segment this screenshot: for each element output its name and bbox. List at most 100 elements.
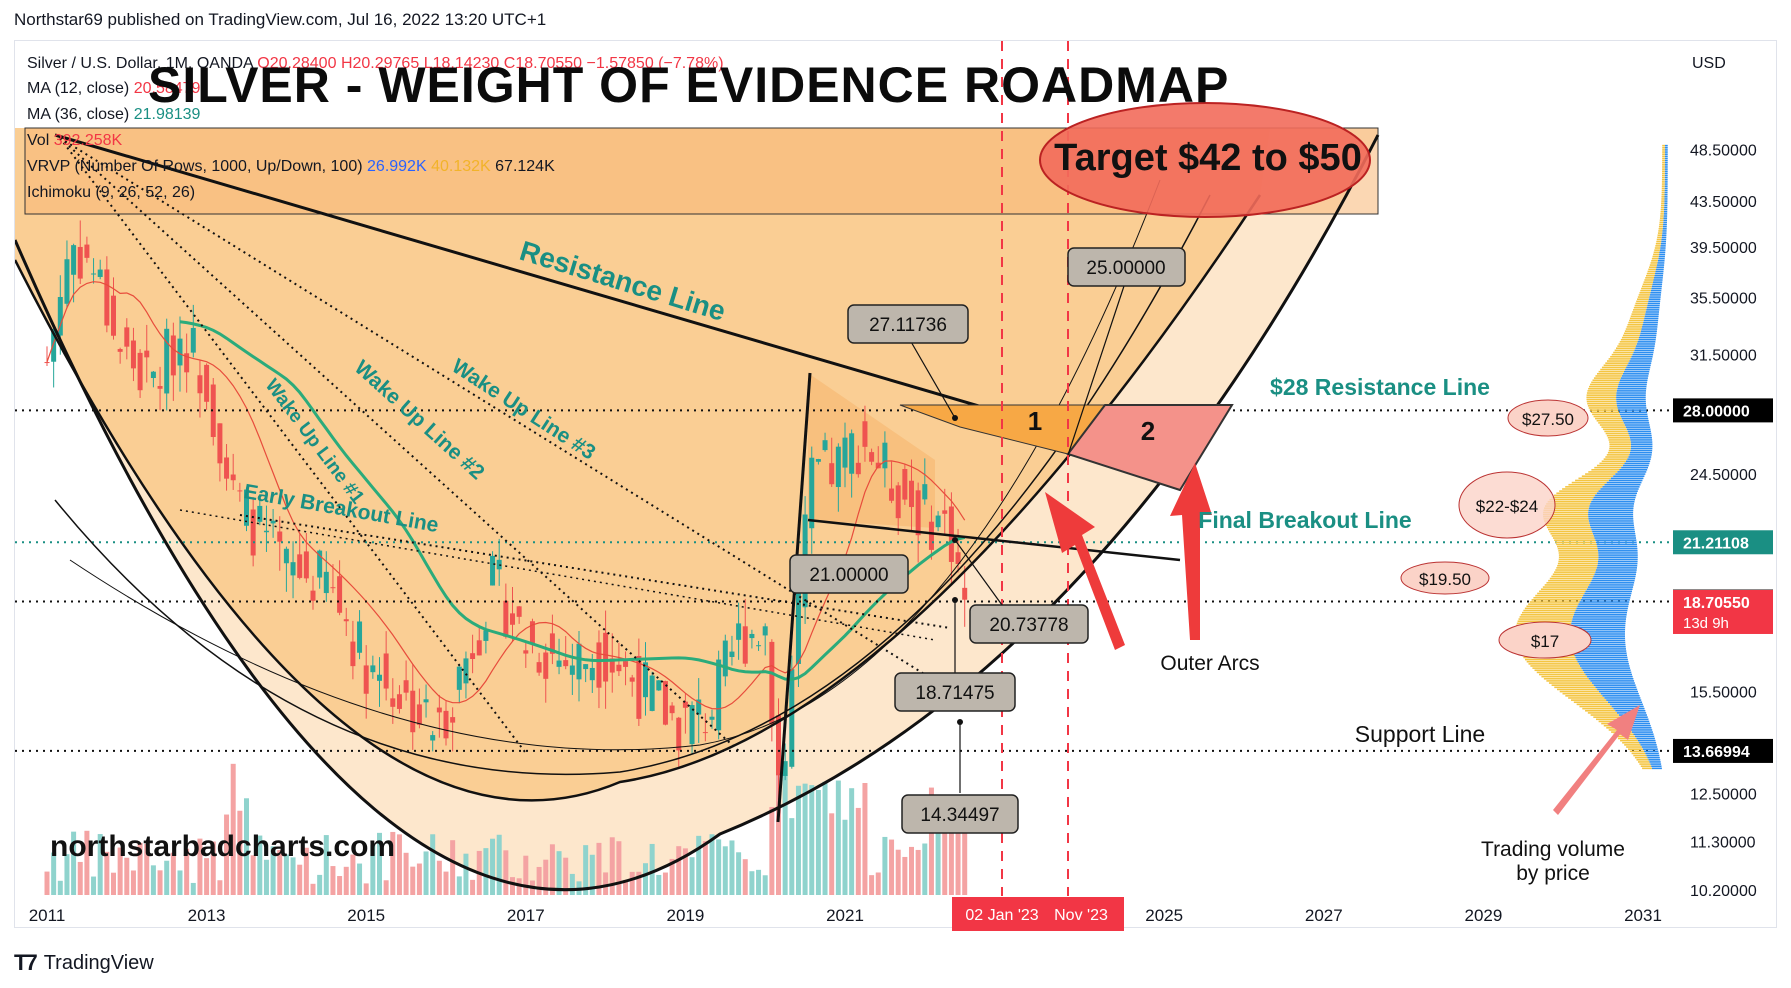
vp-bar-down <box>1622 741 1640 744</box>
vp-bar-up <box>1664 176 1668 179</box>
vp-bar-up <box>1627 724 1651 727</box>
vp-bar-down <box>1578 477 1611 480</box>
price-axis[interactable]: 48.50000 43.50000 39.50000 35.50000 31.50000… <box>1690 142 1757 900</box>
vp-bar-up <box>1664 204 1668 207</box>
vp-bar-up <box>1664 149 1668 151</box>
candle-body <box>170 335 176 376</box>
legend-ma12[interactable]: MA (12, close) 20.58479 <box>27 80 200 98</box>
vp-bar-down <box>1641 285 1652 288</box>
vp-bar-up <box>1640 744 1657 746</box>
candle-body <box>403 680 409 693</box>
vp-bar-down <box>1544 522 1590 524</box>
vp-bar-down <box>1556 688 1598 691</box>
vp-bar-up <box>1655 270 1664 273</box>
volume-bar <box>297 864 303 895</box>
vp-bar-down <box>1661 204 1665 207</box>
volume-bar <box>177 870 183 895</box>
vp-bar-up <box>1602 695 1640 697</box>
vp-bar-up <box>1641 746 1658 748</box>
vp-bar-up <box>1627 458 1651 460</box>
vp-bar-up <box>1630 449 1653 452</box>
vp-bar-down <box>1543 677 1589 680</box>
x-tick-label: 2017 <box>507 906 545 925</box>
volume-bar <box>317 874 323 895</box>
volume-profile-arrow <box>1553 705 1640 815</box>
volume-bar <box>197 838 203 895</box>
vp-bar-down <box>1661 183 1665 185</box>
vp-bar-up <box>1629 451 1652 454</box>
vp-bar-down <box>1633 754 1647 757</box>
volume-bar <box>556 851 562 895</box>
vp-bar-down <box>1627 323 1643 326</box>
vp-bar-up <box>1600 692 1639 695</box>
vp-bar-up <box>1634 735 1655 738</box>
candle-body <box>483 630 489 641</box>
legend-vrvp[interactable]: VRVP (Number Of Rows, 1000, Up/Down, 100… <box>27 158 555 176</box>
vp-bar-down <box>1587 390 1617 392</box>
volume-bar <box>756 869 762 895</box>
vp-bar-down <box>1588 471 1618 473</box>
candle-body <box>835 446 841 488</box>
vp-bar-up <box>1593 684 1636 686</box>
footer-brand[interactable]: T7 TradingView <box>14 950 154 976</box>
vp-bar-up <box>1610 477 1644 480</box>
vp-bar-up <box>1589 522 1634 524</box>
vp-bar-up <box>1664 174 1668 177</box>
vp-bar-up <box>1627 430 1651 433</box>
vp-bar-up <box>1646 754 1660 757</box>
vp-bar-down <box>1609 441 1631 443</box>
volume-bar <box>416 863 422 895</box>
vp-bar-down <box>1549 498 1593 501</box>
vp-bar-down <box>1557 562 1598 565</box>
candle-body <box>629 677 635 682</box>
vp-bar-down <box>1637 296 1650 298</box>
vp-bar-up <box>1627 364 1651 367</box>
volume-bar <box>829 813 835 895</box>
vp-bar-down <box>1595 417 1622 420</box>
vp-bar-up <box>1647 302 1660 305</box>
vp-bar-up <box>1642 326 1658 328</box>
vp-bar-down <box>1536 671 1585 674</box>
vp-bar-up <box>1660 245 1666 247</box>
vp-bar-up <box>1664 208 1668 211</box>
vp-bar-down <box>1586 400 1617 403</box>
vp-bar-up <box>1664 166 1668 168</box>
vp-bar-down <box>1607 451 1630 454</box>
legend-ma36[interactable]: MA (36, close) 21.98139 <box>27 106 200 124</box>
vp-bar-down <box>1608 439 1631 441</box>
candle-body <box>177 338 183 366</box>
volume-bar <box>789 818 795 895</box>
vp-bar-down <box>1637 298 1649 300</box>
candle-body <box>662 681 668 725</box>
legend-high: H20.29765 <box>340 55 420 72</box>
legend-vol[interactable]: Vol 392.258K <box>27 132 122 150</box>
vp-bar-up <box>1644 317 1659 320</box>
legend-ma12-label: MA (12, close) <box>27 80 130 97</box>
candle-body <box>822 440 828 451</box>
vp-bar-down <box>1550 532 1593 535</box>
vp-bar-down <box>1541 675 1588 678</box>
vp-bar-down <box>1660 206 1665 209</box>
vp-bar-down <box>1647 270 1656 273</box>
volume-bar <box>77 861 83 895</box>
vp-bar-up <box>1591 528 1635 531</box>
y-tick-label: 31.50000 <box>1690 347 1757 364</box>
vp-bar-down <box>1558 558 1599 561</box>
time-axis[interactable]: 2011 2013 2015 2017 2019 2021 2025 2027 2029 2031 <box>29 906 1662 925</box>
vp-bar-down <box>1517 620 1572 623</box>
callout-20-7-label: 20.73778 <box>989 615 1068 636</box>
vp-bar-down <box>1528 663 1579 665</box>
vp-bar-up <box>1621 417 1649 420</box>
candle-body <box>556 660 562 667</box>
vp-bar-up <box>1578 603 1629 605</box>
vp-bar-down <box>1591 381 1620 384</box>
vp-bar-down <box>1646 274 1655 277</box>
legend-ichimoku[interactable]: Ichimoku (9, 26, 52, 26) <box>27 184 195 202</box>
volume-bar <box>357 863 363 895</box>
legend-vrvp-label: VRVP (Number Of Rows, 1000, Up/Down, 100… <box>27 158 363 175</box>
vp-bar-down <box>1599 462 1625 465</box>
volume-bar <box>330 866 336 895</box>
x-tick-label: 2031 <box>1624 906 1662 925</box>
volume-bar <box>337 876 343 895</box>
